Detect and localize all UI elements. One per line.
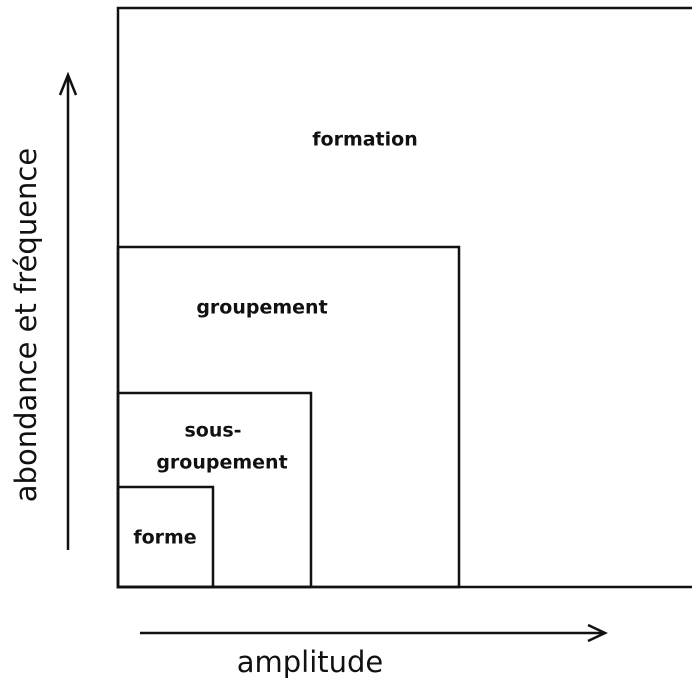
node-label: sous- [184, 420, 241, 442]
node-label: formation [312, 129, 417, 151]
y-arrow-head [58, 71, 78, 96]
node-label: groupement [196, 297, 327, 319]
node-label: forme [133, 527, 196, 549]
x-axis-label: amplitude [237, 645, 384, 679]
y-axis-label: abondance et fréquence [9, 148, 43, 502]
forme-box [116, 485, 215, 589]
x-arrow-head [587, 623, 608, 643]
node-label: groupement [156, 452, 287, 474]
